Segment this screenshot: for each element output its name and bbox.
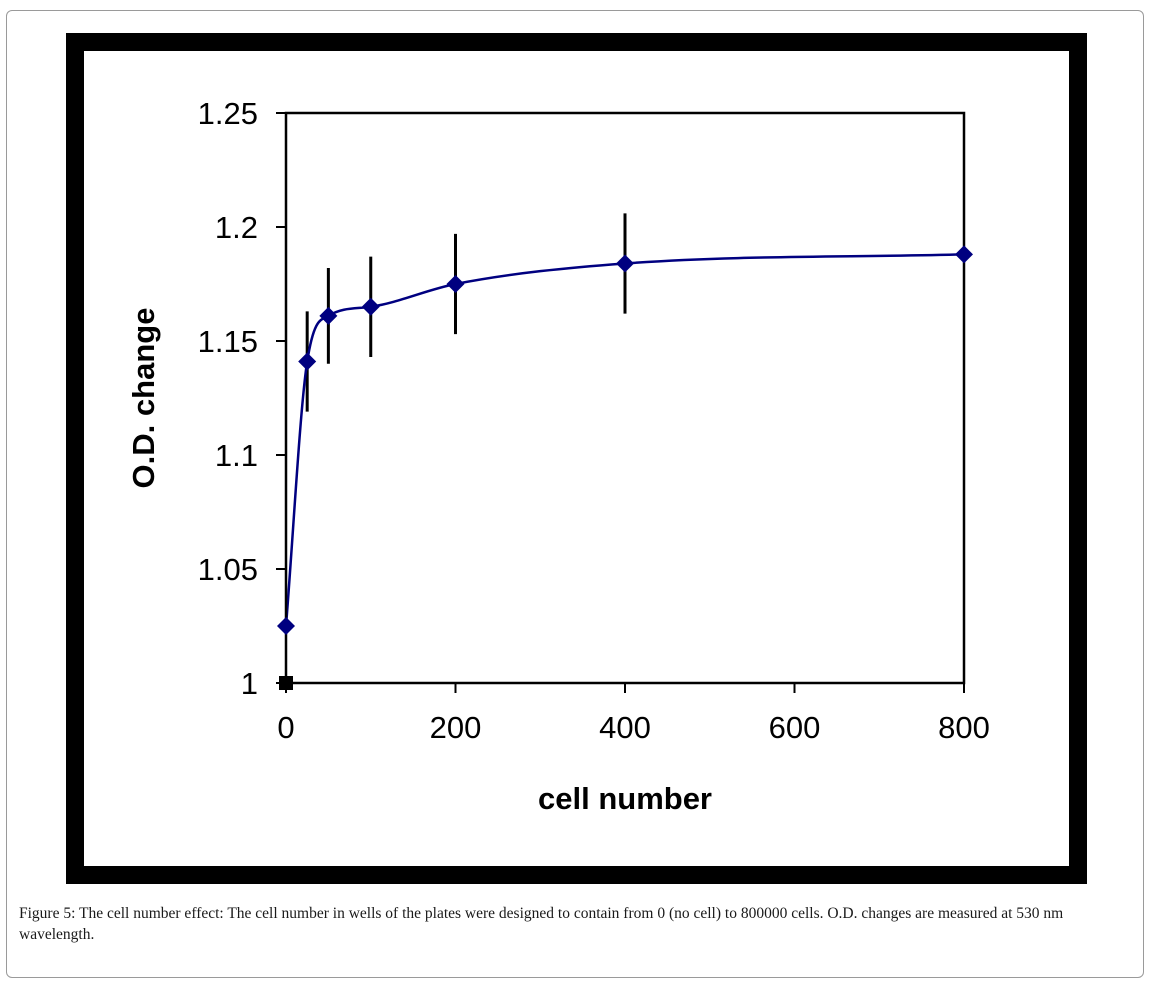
y-tick-label: 1 xyxy=(241,666,258,701)
tick-labels: 1 1.05 1.1 1.15 1.2 1.25 0 200 400 600 800 xyxy=(198,96,990,745)
x-tick-label: 0 xyxy=(277,710,294,745)
data-point xyxy=(319,306,338,325)
data-point xyxy=(298,352,317,371)
data-point xyxy=(446,275,465,293)
od-change-chart: 1 1.05 1.1 1.15 1.2 1.25 0 200 400 600 800 cell nu… xyxy=(126,96,990,816)
x-tick-label: 200 xyxy=(430,710,482,745)
x-axis-title: cell number xyxy=(538,781,712,816)
figure-caption: Figure 5: The cell number effect: The ce… xyxy=(19,905,1064,943)
plot-frame xyxy=(284,111,966,685)
y-tick-label: 1.15 xyxy=(198,324,258,359)
data-point xyxy=(955,245,973,264)
y-tick-label: 1.2 xyxy=(215,210,258,245)
axes xyxy=(276,111,966,693)
x-tick-label: 600 xyxy=(769,710,821,745)
data-point xyxy=(616,254,634,273)
data-point xyxy=(361,297,380,316)
trend-line xyxy=(284,253,965,627)
y-tick-label: 1.25 xyxy=(198,96,258,131)
axis-titles: cell number O.D. change xyxy=(126,308,712,816)
x-tick-label: 800 xyxy=(938,710,990,745)
y-tick-label: 1.05 xyxy=(198,552,258,587)
x-tick-label: 400 xyxy=(599,710,651,745)
y-tick-label: 1.1 xyxy=(215,438,258,473)
y-axis-title: O.D. change xyxy=(126,308,161,489)
error-bars xyxy=(305,213,627,412)
baseline-point xyxy=(279,676,293,690)
trend-curve xyxy=(284,253,965,627)
chart-area: 1 1.05 1.1 1.15 1.2 1.25 0 200 400 600 800 cell nu… xyxy=(84,51,1069,866)
data-point xyxy=(277,617,295,635)
chart-frame: 1 1.05 1.1 1.15 1.2 1.25 0 200 400 600 800 cell nu… xyxy=(66,33,1087,884)
